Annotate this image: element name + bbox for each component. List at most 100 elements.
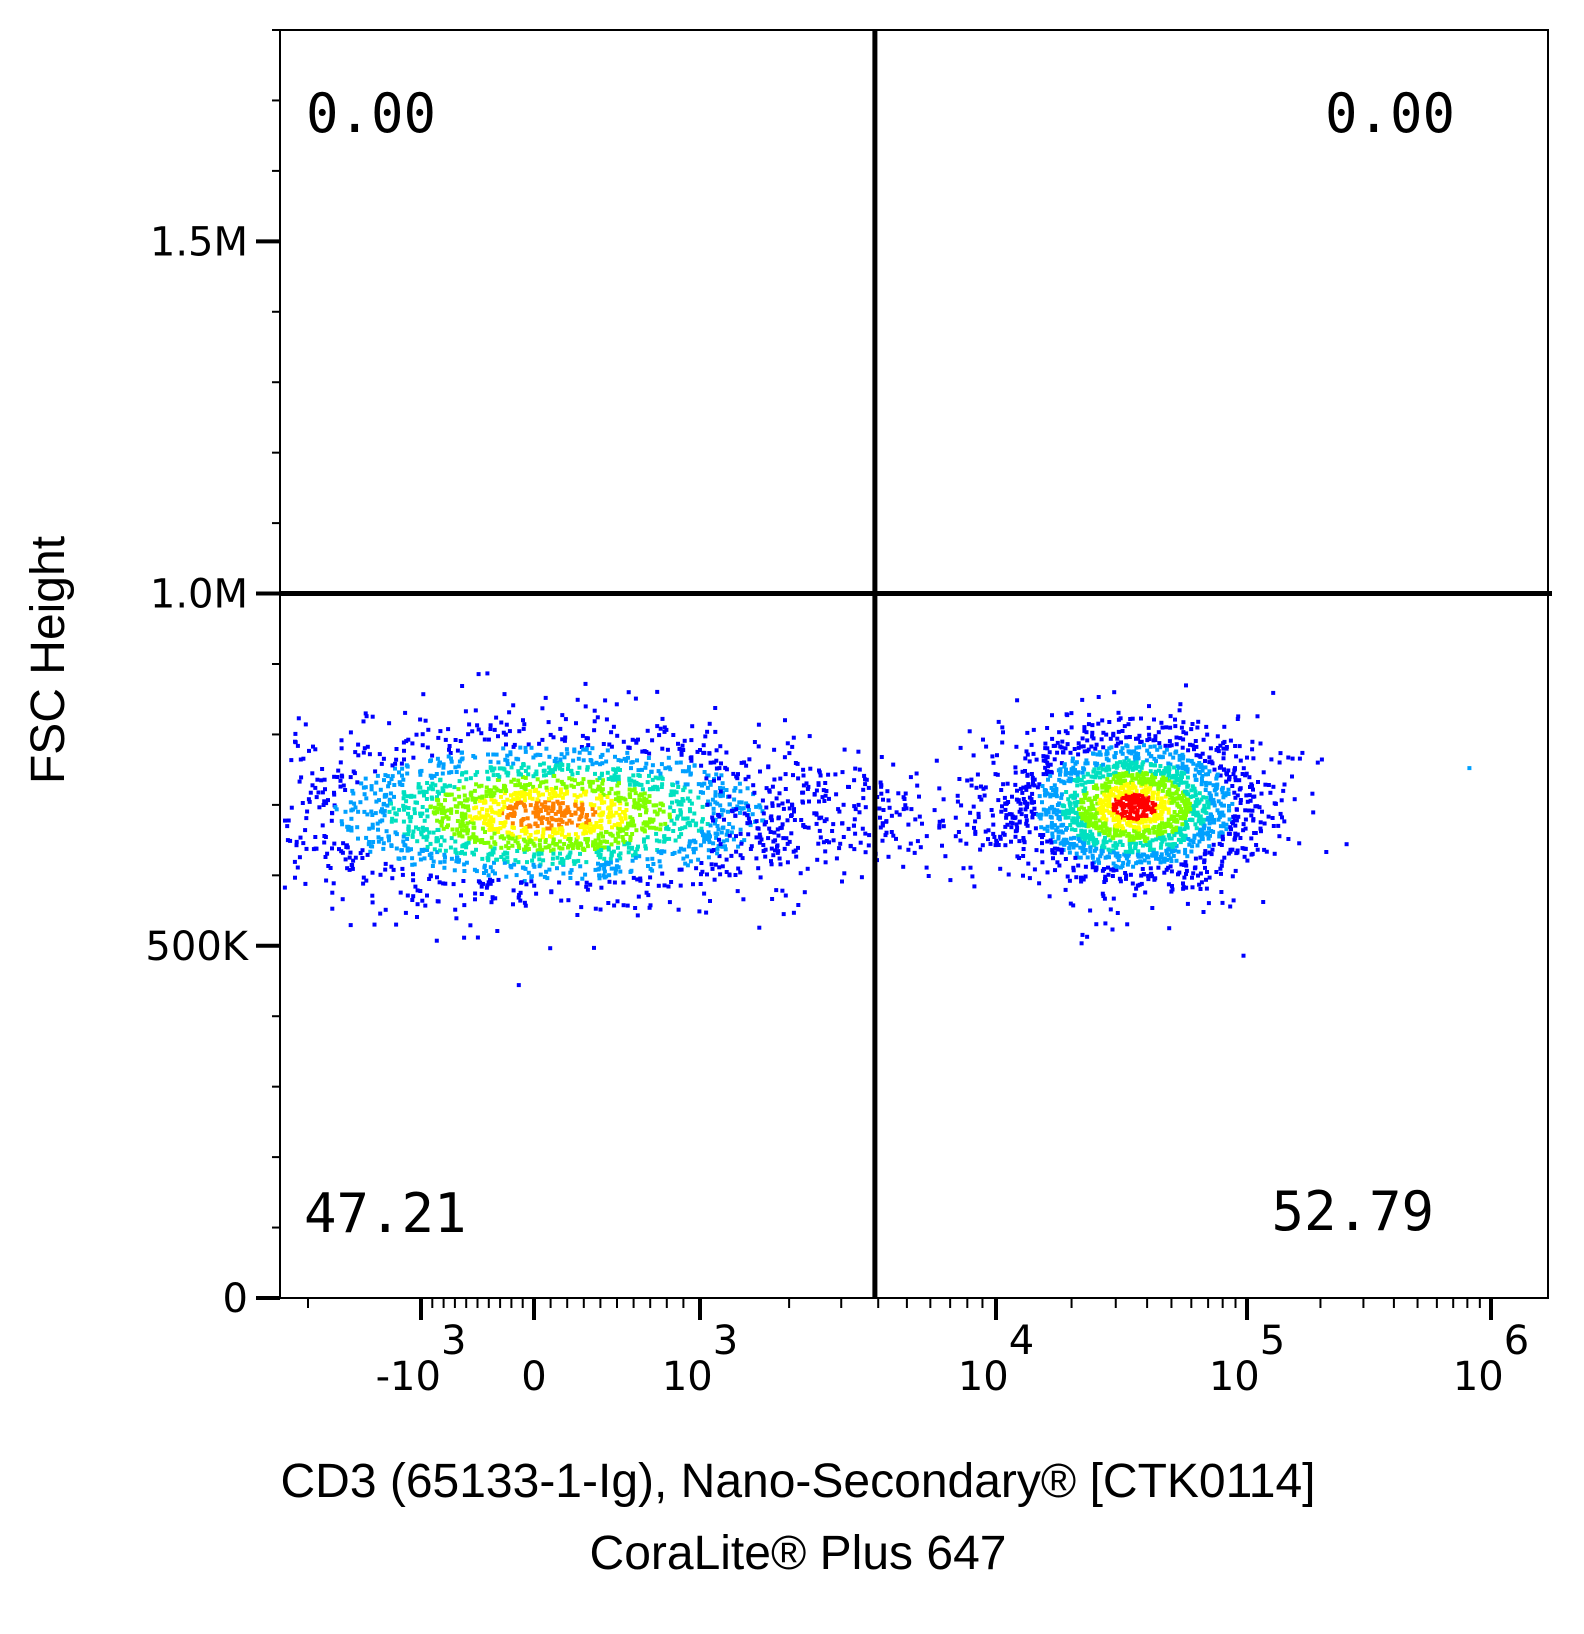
event-dot: [1029, 742, 1034, 747]
event-dot: [1107, 796, 1112, 801]
event-dot: [853, 831, 858, 836]
event-dot: [521, 802, 526, 807]
event-dot: [1172, 818, 1177, 823]
event-dot: [543, 800, 548, 805]
event-dot: [1073, 828, 1078, 832]
event-dot: [1085, 761, 1090, 766]
event-dot: [1132, 749, 1137, 754]
event-dot: [733, 786, 738, 791]
event-dot: [791, 773, 795, 778]
event-dot: [1171, 848, 1175, 853]
event-dot: [1041, 807, 1046, 812]
event-dot: [1195, 797, 1199, 802]
event-dot: [389, 864, 394, 869]
event-dot: [863, 805, 868, 810]
event-dot: [599, 826, 604, 831]
event-dot: [588, 826, 593, 831]
event-dot: [420, 825, 425, 830]
event-dot: [554, 793, 559, 798]
event-dot: [576, 823, 580, 828]
event-dot: [1169, 869, 1174, 874]
event-dot: [331, 881, 336, 886]
event-dot: [1082, 767, 1087, 772]
event-dot: [1230, 874, 1235, 879]
event-dot: [1192, 773, 1197, 778]
event-dot: [423, 903, 428, 908]
event-dot: [506, 771, 511, 776]
event-dot: [550, 770, 555, 775]
event-dot: [511, 761, 516, 766]
event-dot: [547, 820, 552, 825]
event-dot: [1054, 828, 1059, 833]
event-dot: [718, 872, 723, 877]
event-dot: [1237, 787, 1242, 792]
event-dot: [758, 805, 763, 810]
quadrant-label-upper-left: 0.00: [306, 82, 436, 145]
event-dot: [544, 869, 549, 874]
event-dot: [713, 706, 718, 710]
event-dot: [680, 769, 685, 774]
event-dot: [350, 863, 355, 868]
event-dot: [701, 750, 706, 755]
event-dot: [566, 832, 571, 837]
event-dot: [609, 850, 614, 855]
event-dot: [633, 855, 638, 860]
event-dot: [402, 832, 407, 837]
event-dot: [1136, 802, 1141, 807]
event-dot: [474, 805, 479, 810]
event-dot: [564, 747, 569, 752]
event-dot: [578, 841, 582, 846]
event-dot: [392, 783, 397, 787]
event-dot: [1064, 712, 1069, 717]
event-dot: [1127, 790, 1132, 795]
event-dot: [700, 817, 705, 822]
event-dot: [1344, 842, 1349, 847]
event-dot: [1181, 813, 1186, 817]
event-dot: [1160, 805, 1165, 810]
event-dot: [1218, 824, 1223, 829]
event-dot: [338, 760, 343, 765]
event-dot: [1101, 762, 1106, 767]
event-dot: [1063, 857, 1068, 861]
event-dot: [533, 836, 538, 841]
event-dot: [408, 794, 413, 799]
event-dot: [1220, 810, 1225, 815]
event-dot: [1185, 901, 1190, 906]
event-dot: [520, 792, 525, 797]
event-dot: [1114, 815, 1119, 820]
event-dot: [827, 840, 831, 845]
event-dot: [719, 830, 724, 835]
event-dot: [970, 874, 975, 879]
event-dot: [1023, 800, 1028, 805]
event-dot: [592, 945, 596, 950]
event-dot: [1130, 716, 1135, 721]
event-dot: [1235, 832, 1240, 837]
event-dot: [1169, 814, 1174, 819]
event-dot: [551, 847, 556, 852]
event-dot: [1224, 822, 1229, 827]
event-dot: [702, 839, 707, 844]
event-dot: [443, 798, 447, 803]
event-dot: [1040, 835, 1044, 840]
event-dot: [1111, 731, 1116, 736]
event-dot: [348, 923, 353, 928]
event-dot: [1082, 829, 1087, 834]
event-dot: [1085, 934, 1090, 939]
event-dot: [1105, 854, 1110, 859]
event-dot: [1083, 814, 1088, 819]
event-dot: [613, 791, 618, 796]
event-dot: [1040, 849, 1045, 854]
event-dot: [433, 783, 438, 788]
event-dot: [1234, 818, 1239, 823]
event-dot: [463, 709, 468, 714]
event-dot: [538, 872, 543, 877]
event-dot: [1083, 780, 1088, 785]
event-dot: [688, 859, 693, 864]
event-dot: [1048, 792, 1053, 797]
event-dot: [443, 855, 447, 860]
event-dot: [614, 702, 619, 707]
y-axis-title: FSC Height: [22, 536, 75, 784]
event-dot: [1111, 792, 1116, 797]
event-dot: [340, 850, 345, 855]
event-dot: [968, 865, 973, 870]
